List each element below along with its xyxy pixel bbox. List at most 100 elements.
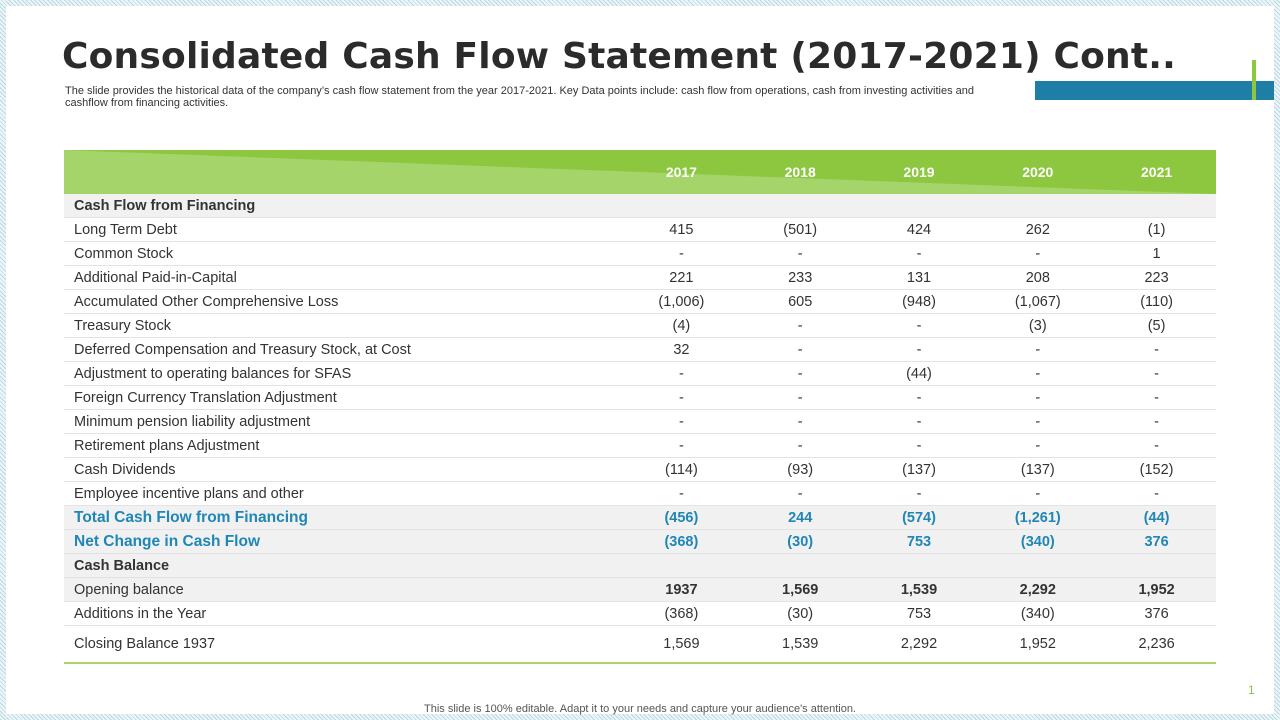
year-header-2020: 2020 — [1022, 164, 1054, 180]
table-cell: 376 — [1144, 605, 1169, 622]
header-label-spacer — [64, 150, 622, 194]
table-cell: - — [916, 413, 922, 430]
table-cell: 262 — [1025, 221, 1050, 238]
page-subtitle: The slide provides the historical data o… — [65, 85, 974, 109]
table-cell: - — [916, 485, 922, 502]
table-cell: - — [1035, 341, 1041, 358]
table-cell: (340) — [1020, 533, 1055, 550]
table-cell: 415 — [669, 221, 694, 238]
cash-flow-table: 2017 2018 2019 2020 2021 Cash Flow from Fina… — [64, 150, 1216, 664]
row-label: Opening balance — [74, 581, 184, 598]
footer-note: This slide is 100% editable. Adapt it to… — [424, 703, 856, 715]
table-row: Treasury Stock (4) - - (3) (5) — [64, 314, 1216, 338]
table-row: Minimum pension liability adjustment - - - -… — [64, 410, 1216, 434]
table-cell: - — [1154, 437, 1159, 454]
table-cell: (44) — [1143, 509, 1170, 526]
row-label: Treasury Stock — [74, 317, 171, 334]
table-cell: - — [1035, 389, 1041, 406]
table-cell: - — [916, 341, 922, 358]
year-header-2019: 2019 — [903, 164, 935, 180]
table-row: Long Term Debt 415 (501) 424 262 (1) — [64, 218, 1216, 242]
table-cell: (93) — [787, 461, 814, 478]
table-cell: 1,539 — [900, 581, 938, 598]
table-cell: 1,569 — [782, 581, 819, 598]
table-row: Cash Flow from Financing — [64, 194, 1216, 218]
table-cell: (574) — [902, 509, 936, 526]
table-cell: 1937 — [665, 581, 698, 598]
table-row: Cash Balance — [64, 554, 1216, 578]
table-cell: - — [1154, 485, 1159, 502]
table-cell: - — [1154, 341, 1159, 358]
table-row: Cash Dividends (114) (93) (137) (137) (152) — [64, 458, 1216, 482]
table-row: Common Stock - - - - 1 — [64, 242, 1216, 266]
table-cell: (114) — [665, 461, 698, 478]
table-cell: 1,539 — [782, 636, 819, 652]
table-cell: (1,006) — [658, 293, 705, 310]
table-body: Cash Flow from Financing Long Term Debt 41… — [64, 194, 1216, 664]
row-label: Long Term Debt — [74, 221, 177, 238]
table-cell: - — [1035, 437, 1041, 454]
accent-bar — [1035, 81, 1274, 100]
table-cell: (5) — [1147, 317, 1166, 334]
table-row: Accumulated Other Comprehensive Loss (1,0… — [64, 290, 1216, 314]
table-cell: - — [1035, 245, 1041, 262]
table-cell: 1,952 — [1019, 636, 1056, 652]
table-cell: (456) — [664, 509, 699, 526]
row-label: Adjustment to operating balances for SFA… — [74, 365, 352, 382]
table-cell: 1,952 — [1138, 581, 1175, 598]
table-cell: 376 — [1144, 533, 1169, 550]
table-cell: (340) — [1020, 605, 1055, 622]
table-cell: 2,236 — [1138, 636, 1175, 652]
table-cell: (368) — [664, 533, 699, 550]
row-label: Additional Paid-in-Capital — [74, 269, 237, 286]
accent-line — [1252, 60, 1256, 100]
page-title: Consolidated Cash Flow Statement (2017-2… — [62, 36, 1177, 77]
table-cell: (948) — [902, 293, 936, 310]
row-label: Accumulated Other Comprehensive Loss — [74, 293, 339, 310]
table-cell: (1,067) — [1014, 293, 1061, 310]
table-row: Adjustment to operating balances for SFA… — [64, 362, 1216, 386]
table-cell: (501) — [783, 221, 818, 238]
table-row: Retirement plans Adjustment - - - - - — [64, 434, 1216, 458]
row-label: Common Stock — [74, 245, 174, 262]
table-cell: - — [678, 389, 684, 406]
table-cell: (152) — [1139, 461, 1174, 478]
table-cell: 131 — [906, 269, 932, 286]
table-cell: - — [797, 437, 803, 454]
table-cell: 221 — [669, 269, 694, 286]
page-number: 1 — [1248, 683, 1255, 697]
row-label: Closing Balance 1937 — [74, 636, 216, 652]
row-label: Deferred Compensation and Treasury Stock… — [74, 341, 411, 358]
table-row: Additional Paid-in-Capital 221 233 131 208 22… — [64, 266, 1216, 290]
table-cell: (368) — [664, 605, 699, 622]
row-label: Net Change in Cash Flow — [74, 532, 261, 550]
table-cell: - — [678, 485, 684, 502]
table-cell: - — [1154, 365, 1159, 382]
table-cell: - — [797, 413, 803, 430]
table-cell: 1,569 — [663, 636, 700, 652]
table-cell: (137) — [902, 461, 936, 478]
table-cell: - — [1035, 485, 1041, 502]
table-cell: - — [678, 365, 684, 382]
table-row: Deferred Compensation and Treasury Stock… — [64, 338, 1216, 362]
table-cell: - — [916, 437, 922, 454]
row-label: Cash Balance — [74, 557, 170, 574]
table-cell: 2,292 — [1019, 581, 1056, 598]
row-label: Cash Flow from Financing — [74, 197, 256, 214]
year-header-2018: 2018 — [784, 164, 816, 180]
table-cell: - — [797, 341, 803, 358]
year-header-2021: 2021 — [1141, 164, 1173, 180]
table-cell: - — [1154, 413, 1159, 430]
row-label: Minimum pension liability adjustment — [74, 413, 311, 430]
table-cell: 244 — [788, 509, 813, 526]
table-cell: (44) — [906, 365, 932, 382]
year-header-2017: 2017 — [665, 164, 697, 180]
table-header: 2017 2018 2019 2020 2021 — [64, 150, 1216, 194]
table-cell: 32 — [673, 341, 690, 358]
table-cell: - — [797, 365, 803, 382]
row-label: Cash Dividends — [74, 461, 176, 478]
table-cell: 233 — [788, 269, 813, 286]
table-cell: - — [1035, 413, 1041, 430]
table-cell: - — [678, 413, 684, 430]
table-cell: 753 — [906, 605, 932, 622]
